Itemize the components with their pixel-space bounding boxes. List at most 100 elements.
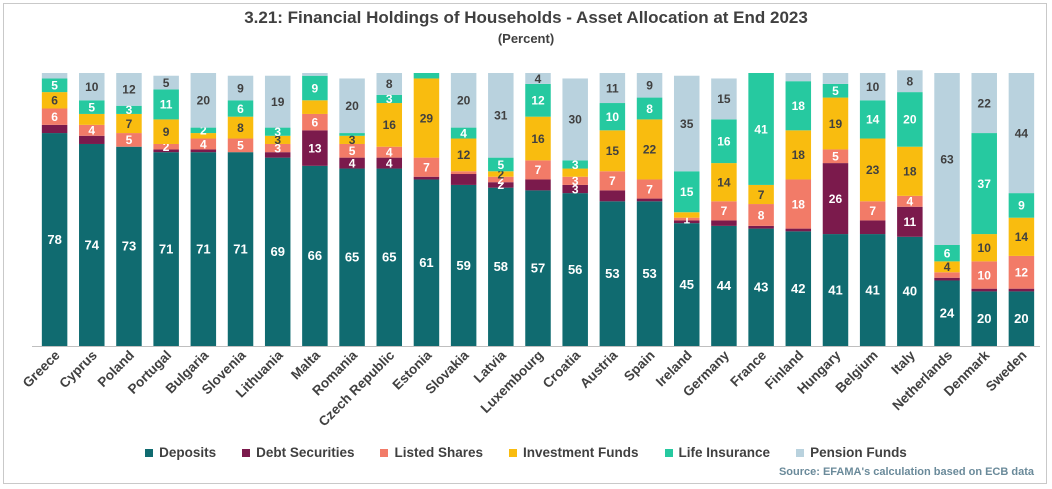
- data-label-deposits-lithuania: 69: [270, 244, 284, 259]
- data-label-investment-funds-czech-republic: 16: [383, 118, 397, 132]
- data-label-pension-funds-latvia: 31: [494, 109, 508, 123]
- data-label-life-insurance-latvia: 5: [497, 158, 504, 172]
- data-label-deposits-ireland: 45: [680, 277, 694, 292]
- data-label-life-insurance-hungary: 5: [832, 84, 839, 98]
- data-label-pension-funds-lithuania: 19: [271, 95, 285, 109]
- bar-segment-deposits-czech-republic: [376, 168, 403, 346]
- bar-segment-debt-securities-hungary: [822, 163, 849, 235]
- legend-item-investment-funds: Investment Funds: [509, 445, 639, 460]
- data-label-deposits-luxembourg: 57: [531, 260, 545, 275]
- legend-swatch-pension-funds: [796, 448, 805, 457]
- data-label-pension-funds-denmark: 22: [978, 96, 992, 110]
- bar-segment-deposits-netherlands: [934, 280, 960, 346]
- data-label-pension-funds-slovenia: 9: [237, 81, 244, 95]
- data-label-life-insurance-greece: 5: [51, 79, 58, 93]
- data-label-pension-funds-germany: 15: [717, 92, 731, 106]
- legend-swatch-listed-shares: [380, 448, 389, 457]
- bar-segment-debt-securities-italy: [897, 206, 923, 237]
- legend-label-deposits: Deposits: [159, 445, 217, 460]
- bar-segment-deposits-luxembourg: [525, 190, 551, 346]
- bar-segment-pension-funds-finland: [785, 73, 812, 82]
- bar-segment-life-insurance-italy: [897, 92, 923, 147]
- data-label-pension-funds-sweden: 44: [1015, 126, 1029, 140]
- bar-segment-debt-securities-malta: [302, 130, 328, 166]
- data-label-pension-funds-czech-republic: 8: [386, 77, 393, 91]
- data-label-investment-funds-spain: 22: [643, 143, 657, 157]
- data-label-investment-funds-latvia: 2: [497, 167, 504, 181]
- bar-segment-debt-securities-germany: [711, 220, 737, 226]
- bar-segment-debt-securities-austria: [599, 190, 626, 202]
- bar-segment-listed-shares-croatia: [562, 176, 588, 185]
- data-label-deposits-bulgaria: 71: [196, 241, 210, 256]
- data-label-deposits-croatia: 56: [568, 262, 582, 277]
- bar-segment-pension-funds-austria: [599, 73, 626, 104]
- bar-segment-life-insurance-cyprus: [79, 100, 105, 114]
- bar-segment-deposits-austria: [599, 201, 626, 346]
- bar-segment-listed-shares-hungary: [822, 149, 849, 164]
- legend-label-investment-funds: Investment Funds: [523, 445, 639, 460]
- bar-segment-listed-shares-germany: [711, 201, 737, 221]
- bar-segment-debt-securities-latvia: [488, 182, 514, 188]
- data-label-investment-funds-slovenia: 8: [237, 121, 244, 135]
- legend-swatch-debt-securities: [242, 448, 251, 457]
- bar-segment-life-insurance-latvia: [488, 157, 514, 172]
- data-label-deposits-malta: 66: [308, 248, 322, 263]
- x-tick-label-greece: Greece: [20, 347, 63, 390]
- bar-segment-listed-shares-italy: [897, 195, 923, 207]
- bar-segment-life-insurance-slovenia: [227, 100, 254, 117]
- bar-segment-deposits-cyprus: [79, 143, 105, 346]
- data-label-investment-funds-estonia: 29: [420, 111, 434, 125]
- bar-segment-pension-funds-luxembourg: [525, 73, 551, 84]
- bar-segment-pension-funds-italy: [897, 70, 923, 93]
- bar-segment-deposits-malta: [302, 165, 328, 346]
- data-label-deposits-slovenia: 71: [233, 241, 247, 256]
- bar-segment-listed-shares-greece: [41, 108, 68, 125]
- data-label-debt-securities-italy: 11: [904, 215, 917, 229]
- bar-segment-listed-shares-lithuania: [264, 143, 291, 153]
- data-label-listed-shares-germany: 7: [721, 204, 728, 218]
- data-label-deposits-germany: 44: [717, 278, 732, 293]
- bar-segment-life-insurance-france: [748, 73, 774, 185]
- legend-label-listed-shares: Listed Shares: [394, 445, 484, 460]
- bar-segment-deposits-greece: [41, 133, 68, 346]
- bar-segment-debt-securities-sweden: [1008, 288, 1035, 292]
- bar-segment-life-insurance-hungary: [822, 83, 849, 98]
- bar-segment-investment-funds-romania: [339, 135, 365, 144]
- bar-segment-debt-securities-france: [748, 225, 774, 229]
- data-label-investment-funds-slovakia: 12: [457, 148, 471, 162]
- data-label-investment-funds-denmark: 10: [978, 241, 992, 255]
- bar-segment-listed-shares-portugal: [153, 143, 179, 150]
- data-label-listed-shares-romania: 5: [349, 144, 356, 158]
- bar-segment-investment-funds-bulgaria: [190, 133, 217, 139]
- bar-segment-investment-funds-malta: [302, 100, 328, 114]
- x-tick-label-sweden: Sweden: [983, 348, 1030, 395]
- data-label-debt-securities-latvia: 2: [497, 178, 504, 192]
- bar-segment-deposits-italy: [897, 236, 923, 346]
- data-label-investment-funds-poland: 7: [126, 117, 133, 131]
- x-tick-label-croatia: Croatia: [540, 347, 584, 391]
- data-label-life-insurance-finland: 18: [792, 99, 806, 113]
- data-label-life-insurance-slovenia: 6: [237, 102, 244, 116]
- bar-segment-investment-funds-lithuania: [264, 135, 291, 144]
- data-label-deposits-finland: 42: [791, 281, 805, 296]
- bar-segment-deposits-france: [748, 228, 774, 346]
- data-label-pension-funds-belgium: 10: [866, 80, 880, 94]
- bar-segment-pension-funds-czech-republic: [376, 73, 403, 95]
- bar-segment-life-insurance-portugal: [153, 89, 179, 120]
- bar-segment-debt-securities-portugal: [153, 149, 179, 153]
- bar-segment-pension-funds-greece: [41, 73, 68, 79]
- bar-segment-life-insurance-lithuania: [264, 127, 291, 136]
- bar-segment-listed-shares-denmark: [971, 261, 997, 289]
- bar-segment-investment-funds-portugal: [153, 119, 179, 144]
- data-label-investment-funds-italy: 18: [903, 165, 917, 179]
- data-label-life-insurance-spain: 8: [646, 102, 653, 116]
- data-label-listed-shares-italy: 4: [907, 195, 914, 209]
- data-label-life-insurance-luxembourg: 12: [531, 94, 545, 108]
- legend-swatch-investment-funds: [509, 448, 518, 457]
- bar-segment-deposits-croatia: [562, 193, 588, 346]
- bar-segment-debt-securities-luxembourg: [525, 179, 551, 191]
- chart-title: 3.21: Financial Holdings of Households -…: [244, 8, 808, 27]
- data-label-life-insurance-sweden: 9: [1018, 199, 1025, 213]
- bar-segment-pension-funds-ireland: [673, 75, 700, 172]
- legend-swatch-life-insurance: [664, 448, 673, 457]
